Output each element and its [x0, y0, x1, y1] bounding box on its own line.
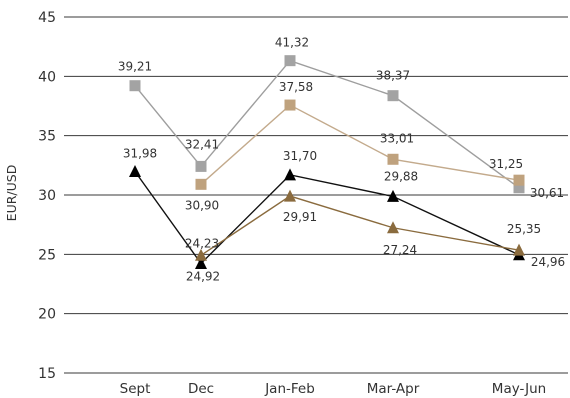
x-axis-ticks: Sept Dec Jan-Feb Mar-Apr May-Jun — [120, 381, 547, 397]
x-tick-label: Mar-Apr — [367, 381, 420, 397]
data-point — [284, 189, 296, 202]
x-tick-label: Sept — [120, 381, 151, 397]
data-point — [129, 165, 141, 178]
y-axis-title: EUR/USD — [4, 165, 19, 222]
y-tick-label: 35 — [38, 129, 56, 145]
y-tick-label: 45 — [38, 10, 56, 26]
series-group — [129, 55, 525, 269]
data-label: 37,58 — [279, 80, 313, 94]
data-point — [513, 182, 525, 194]
data-label: 30,90 — [185, 198, 219, 212]
data-label: 24,92 — [186, 269, 220, 283]
data-point — [195, 248, 207, 261]
data-point — [129, 80, 141, 92]
data-point — [284, 55, 296, 67]
data-label: 31,25 — [489, 157, 523, 171]
y-tick-label: 40 — [38, 69, 56, 85]
data-point — [284, 168, 296, 181]
data-label: 41,32 — [275, 36, 309, 50]
data-point — [387, 153, 399, 165]
data-label: 30,61 — [530, 186, 564, 200]
data-point — [387, 90, 399, 102]
data-point — [195, 256, 207, 269]
x-tick-label: Jan-Feb — [264, 381, 315, 397]
y-tick-label: 30 — [38, 188, 56, 204]
data-point — [513, 243, 525, 256]
y-tick-label: 25 — [38, 247, 56, 263]
data-label: 31,98 — [123, 147, 157, 161]
x-tick-label: May-Jun — [492, 381, 546, 397]
data-label: 32,41 — [185, 137, 219, 151]
data-label: 38,37 — [376, 69, 410, 83]
y-tick-label: 15 — [38, 366, 56, 382]
data-label: 25,35 — [507, 222, 541, 236]
data-point — [195, 178, 207, 190]
y-tick-label: 20 — [38, 307, 56, 323]
gridlines — [64, 16, 568, 374]
series-4 — [195, 189, 525, 261]
data-label: 27,24 — [383, 243, 417, 257]
data-label: 29,91 — [283, 210, 317, 224]
data-point — [284, 99, 296, 111]
data-label: 39,21 — [118, 60, 152, 74]
data-labels: 39,21 32,41 41,32 38,37 30,61 30,90 37,58 33,01… — [118, 36, 565, 284]
data-label: 33,01 — [380, 131, 414, 145]
data-label: 29,88 — [384, 169, 418, 183]
series-4-line — [200, 195, 520, 256]
data-label: 24,96 — [531, 255, 565, 269]
x-tick-label: Dec — [188, 381, 214, 397]
data-point — [387, 189, 399, 202]
data-point — [513, 174, 525, 186]
series-2 — [195, 99, 525, 190]
data-point — [195, 160, 207, 172]
data-point — [387, 221, 399, 234]
series-1 — [129, 55, 525, 194]
y-axis-ticks: 15 20 25 30 35 40 45 — [38, 10, 56, 382]
data-label: 24,23 — [185, 236, 219, 250]
series-2-line — [200, 104, 520, 185]
series-3 — [129, 165, 525, 269]
data-label: 31,70 — [283, 149, 317, 163]
